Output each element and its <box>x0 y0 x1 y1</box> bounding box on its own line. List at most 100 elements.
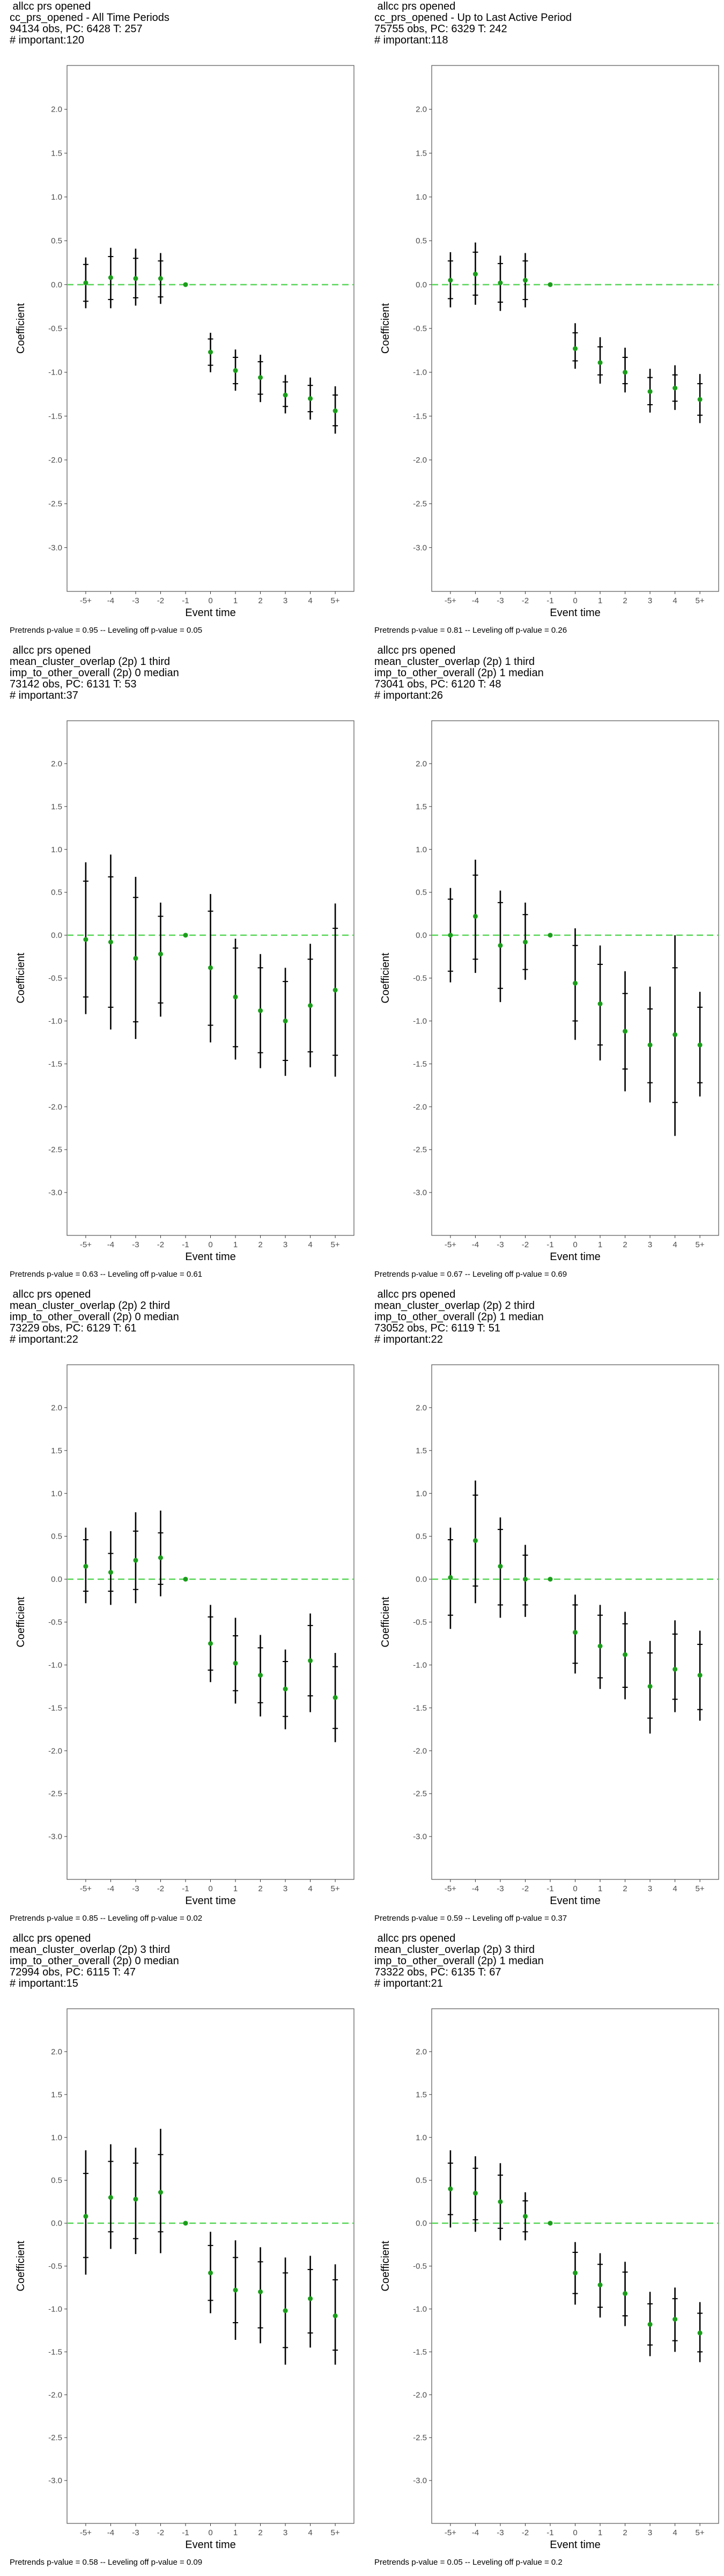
panel-title-line: allcc prs opened <box>374 1933 456 1944</box>
y-tick-label: -1.0 <box>413 368 427 377</box>
pvalue-footer: Pretrends p-value = 0.58 -- Leveling off… <box>10 2558 203 2567</box>
y-tick-label: 0.0 <box>416 2219 427 2228</box>
y-tick-label: 1.5 <box>51 149 62 158</box>
coefficient-point <box>522 277 528 283</box>
x-tick-label: 1 <box>233 596 238 605</box>
x-tick-label: 5+ <box>331 2528 340 2537</box>
x-tick-label: -2 <box>522 1240 529 1249</box>
y-tick-label: 0.0 <box>51 931 62 940</box>
x-tick-label: -3 <box>132 1884 139 1893</box>
panel-title-line: # important:118 <box>374 34 448 46</box>
y-tick-label: -1.5 <box>413 1059 427 1069</box>
coefficient-point <box>697 1673 703 1678</box>
coefficient-point <box>83 280 88 286</box>
y-tick-label: 1.5 <box>51 802 62 811</box>
x-tick-label: 5+ <box>331 1240 340 1249</box>
x-tick-label: 3 <box>283 1884 287 1893</box>
coefficient-point <box>548 282 553 287</box>
y-tick-label: -1.0 <box>413 1016 427 1026</box>
x-tick-label: 0 <box>208 1884 212 1893</box>
x-tick-label: -1 <box>182 596 189 605</box>
y-tick-label: 0.0 <box>416 280 427 289</box>
coefficient-point <box>448 1575 453 1580</box>
y-axis-label: Coefficient <box>380 2241 391 2292</box>
x-tick-label: 4 <box>308 1240 312 1249</box>
y-tick-label: -2.5 <box>48 1145 62 1154</box>
y-tick-label: -3.0 <box>413 543 427 552</box>
y-tick-label: 0.5 <box>416 2176 427 2185</box>
coefficient-point <box>573 1630 578 1635</box>
panel-title-line: mean_cluster_overlap (2p) 3 third <box>374 1944 535 1956</box>
y-tick-label: 1.0 <box>51 2133 62 2142</box>
y-tick-label: -2.0 <box>413 1102 427 1111</box>
x-tick-label: -2 <box>522 1884 529 1893</box>
coefficient-point <box>158 1555 163 1561</box>
y-tick-label: -3.0 <box>48 543 62 552</box>
x-tick-label: 1 <box>598 596 602 605</box>
y-tick-label: -3.0 <box>413 2476 427 2485</box>
coefficient-point <box>697 397 703 402</box>
y-tick-label: 2.0 <box>51 1403 62 1413</box>
plot-svg: -3.0 -2.5 -2.0 -1.5 -1.0 -0.5 0.0 0.5 1.0 1.5 2.0 C… <box>380 65 719 619</box>
panel-title-line: # important:22 <box>10 1334 78 1345</box>
y-tick-label: -1.5 <box>413 2347 427 2357</box>
coefficient-point <box>183 282 188 287</box>
coefficient-point <box>597 2282 603 2288</box>
x-tick-label: -3 <box>132 596 139 605</box>
coefficient-point <box>522 1577 528 1582</box>
coefficient-point <box>133 2197 138 2202</box>
coefficient-point <box>673 1666 678 1672</box>
y-tick-label: -0.5 <box>413 1618 427 1627</box>
panel-title: allcc prs opened mean_cluster_overlap (2p… <box>10 1933 179 1989</box>
coefficient-point <box>158 2190 163 2195</box>
panel-title-line: cc_prs_opened - All Time Periods <box>10 12 169 24</box>
x-tick-label: -5+ <box>80 1884 92 1893</box>
coefficient-point <box>308 1003 313 1008</box>
coefficient-point <box>133 956 138 961</box>
y-tick-label: -1.0 <box>48 2304 62 2314</box>
coefficient-point <box>472 1538 478 1543</box>
x-tick-label: -1 <box>182 1240 189 1249</box>
coefficient-point <box>233 368 238 373</box>
x-axis-label: Event time <box>185 2539 235 2551</box>
y-tick-label: -0.5 <box>413 2262 427 2271</box>
x-tick-label: 4 <box>308 2528 312 2537</box>
x-tick-label: 2 <box>258 1884 262 1893</box>
y-tick-label: 0.0 <box>51 1575 62 1584</box>
x-tick-label: 5+ <box>696 1884 705 1893</box>
y-tick-label: 2.0 <box>416 105 427 114</box>
panel-title-line: allcc prs opened <box>10 645 91 656</box>
x-tick-label: 4 <box>308 1884 312 1893</box>
y-tick-label: -1.0 <box>413 2304 427 2314</box>
y-tick-label: -1.5 <box>48 1059 62 1069</box>
coefficient-point <box>108 939 113 945</box>
coefficient-point <box>183 933 188 938</box>
coefficient-point <box>108 275 113 280</box>
y-tick-label: -0.5 <box>48 974 62 983</box>
x-tick-label: -4 <box>107 1240 114 1249</box>
coefficient-point <box>258 1008 263 1013</box>
x-tick-label: 0 <box>573 2528 577 2537</box>
y-tick-label: 1.0 <box>416 193 427 202</box>
y-tick-label: -2.0 <box>48 456 62 465</box>
coefficient-point <box>697 2330 703 2336</box>
panel-title-line: allcc prs opened <box>10 1 91 12</box>
y-axis-label: Coefficient <box>380 303 391 354</box>
panel-title: allcc prs opened mean_cluster_overlap (2p… <box>374 645 544 701</box>
x-axis-label: Event time <box>550 607 600 619</box>
coefficient-point <box>597 360 603 365</box>
y-tick-label: 1.5 <box>51 1446 62 1455</box>
coefficient-point <box>333 1695 338 1700</box>
x-tick-label: 2 <box>258 596 262 605</box>
y-tick-label: 1.0 <box>51 845 62 854</box>
panel-title-line: # important:15 <box>10 1978 78 1989</box>
x-tick-label: -2 <box>157 596 164 605</box>
y-tick-label: 0.5 <box>51 888 62 897</box>
coefficient-point <box>673 2317 678 2322</box>
y-tick-label: -3.0 <box>48 1188 62 1197</box>
coefficient-point <box>158 952 163 957</box>
x-tick-label: 0 <box>208 2528 212 2537</box>
x-tick-label: -1 <box>182 2528 189 2537</box>
coefficient-point <box>183 1577 188 1582</box>
pvalue-footer: Pretrends p-value = 0.67 -- Leveling off… <box>374 1270 567 1279</box>
